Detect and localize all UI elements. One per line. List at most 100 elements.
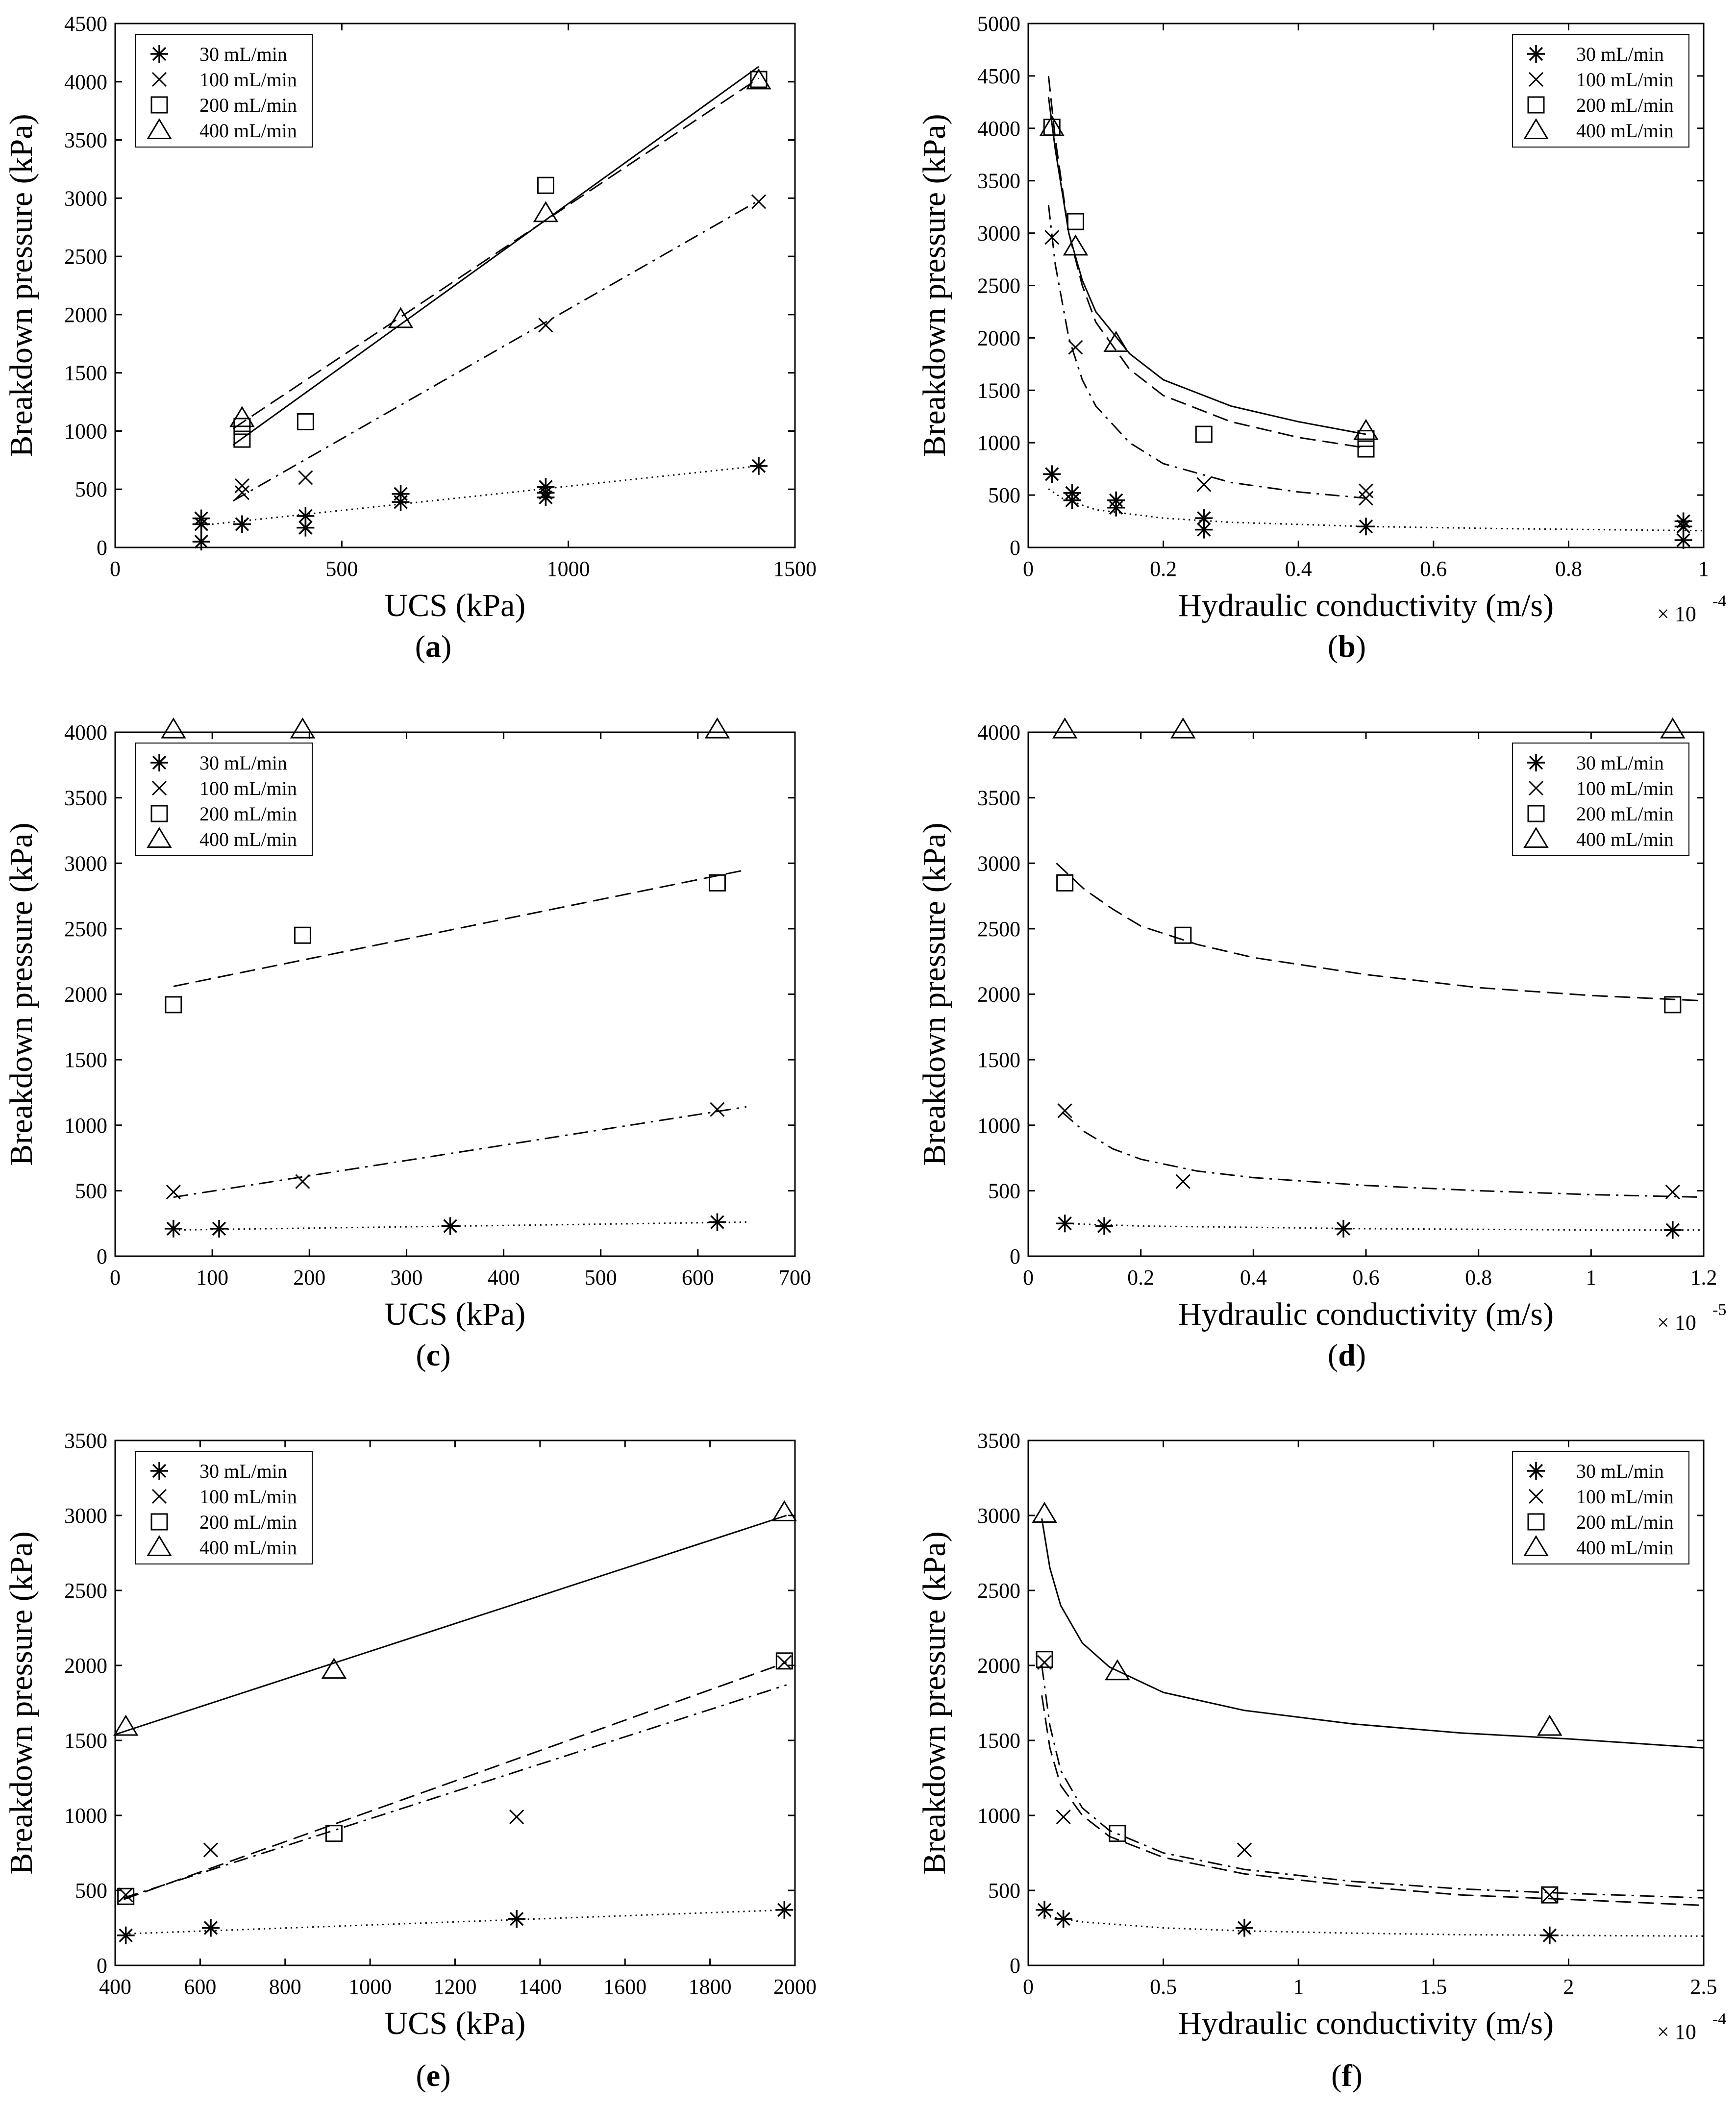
y-tick-label: 3000 [977,222,1020,246]
chart-panel-c: 0 100 200 300 400 500 600 700 0 500 1000 1500 2000 25… [3,717,811,1332]
x-tick-label: 1000 [348,1975,392,1999]
y-tick-label: 1500 [977,1048,1020,1072]
y-tick-label: 3500 [977,1429,1020,1453]
data-point-square [1036,1651,1053,1668]
x-tick-label: 600 [682,1265,714,1290]
legend-label: 200 mL/min [199,1511,297,1533]
x-multiplier-label: × 10 [1657,2020,1696,2044]
y-axis-label: Breakdown pressure (kPa) [917,114,952,457]
legend-marker-triangle [1523,118,1549,139]
chart-panel-e: 400 600 800 1000 1200 1400 1600 1800 2000 0 500 100… [3,1429,817,2041]
y-tick-label: 500 [988,1179,1020,1203]
legend-marker-asterisk [1527,1462,1545,1480]
data-point-triangle [290,717,316,739]
y-tick-label: 0 [97,536,107,560]
x-tick-label: 1800 [689,1975,732,1999]
y-tick-label: 0 [1010,1954,1020,1978]
legend-label: 400 mL/min [199,1537,297,1559]
data-point-x [751,194,767,209]
panel-label-b: (b) [1327,629,1366,664]
data-point-x [509,1809,524,1825]
data-point-x [1196,477,1212,492]
x-tick-label: 500 [325,557,358,581]
data-point-asterisk [750,457,768,475]
x-tick-label: 200 [293,1265,325,1290]
data-point-square [1541,1886,1559,1904]
legend-marker-square [150,805,168,822]
data-point-square [775,1652,793,1670]
data-point-asterisk [192,509,210,527]
data-point-square [165,996,182,1014]
data-point-asterisk [164,1219,182,1238]
data-point-triangle [771,1500,797,1521]
legend-marker-triangle [1523,827,1549,848]
x-exponent-label: -5 [1712,1301,1726,1319]
data-point-x [203,1842,219,1858]
fit-line-x [232,199,759,502]
y-tick-label: 1000 [64,419,107,443]
legend-label: 200 mL/min [199,803,297,825]
legend-marker-asterisk [1527,754,1545,771]
y-tick-label: 2500 [64,917,107,941]
y-axis-label: Breakdown pressure (kPa) [3,114,39,457]
data-point-asterisk [508,1910,526,1928]
y-axis-label: Breakdown pressure (kPa) [3,822,39,1166]
data-point-asterisk [1095,1217,1114,1235]
y-tick-label: 1500 [64,361,107,385]
data-point-x [1068,340,1083,355]
y-tick-label: 500 [75,1879,107,1903]
y-tick-label: 3000 [64,186,107,210]
panel-label-f: (f) [1331,2058,1363,2093]
data-point-square [1174,926,1192,944]
data-point-square [117,1887,135,1905]
data-point-asterisk [1674,531,1692,549]
legend-label: 30 mL/min [199,1460,287,1482]
chart-panel-f: 0 0.5 1 1.5 2 2.5 0 500 1000 1500 2000 2500 3000 3500… [917,1429,1726,2044]
y-tick-label: 4000 [64,720,107,744]
y-axis-label: Breakdown pressure (kPa) [917,822,952,1166]
data-point-x [538,318,553,333]
x-tick-label: 600 [184,1975,216,1999]
x-tick-label: 2 [1563,1975,1574,1999]
x-tick-label: 0 [1023,1975,1034,1999]
x-tick-label: 0.6 [1420,557,1447,581]
data-point-square [1109,1825,1126,1842]
y-tick-label: 4000 [64,70,107,94]
fit-line-asterisk [173,1221,746,1231]
data-point-square [1357,430,1375,447]
legend-marker-asterisk [150,1462,168,1480]
data-point-x [1044,230,1060,245]
x-axis-label: Hydraulic conductivity (m/s) [1178,2006,1554,2041]
x-tick-label: 0 [1023,1265,1034,1290]
x-tick-label: 1 [1293,1975,1304,1999]
data-point-square [297,413,314,430]
legend-marker-x [151,72,167,87]
x-exponent-label: -4 [1712,2010,1726,2028]
legend-label: 400 mL/min [199,828,297,850]
data-point-square [233,430,251,448]
data-point-triangle [1052,717,1078,739]
data-point-asterisk [117,1926,135,1944]
x-tick-label: 1400 [519,1975,562,1999]
fit-line-asterisk [1048,488,1704,532]
legend-label: 30 mL/min [199,752,287,774]
fit-line-square [173,869,747,987]
data-point-x [234,485,249,500]
legend-marker-square [150,96,168,114]
data-point-asterisk [1195,521,1213,539]
data-point-triangle [1660,717,1686,739]
fit-line-x [123,1684,787,1899]
legend-marker-asterisk [1527,45,1545,63]
y-tick-label: 1000 [977,431,1020,455]
data-point-triangle [1103,331,1129,352]
data-point-x [1237,1842,1252,1858]
legend-label: 100 mL/min [199,69,297,91]
legend-marker-triangle [147,118,172,139]
legend-label: 30 mL/min [1576,752,1664,774]
data-point-asterisk [1054,1910,1072,1928]
data-point-triangle [1032,1502,1057,1523]
data-point-triangle [321,1658,347,1679]
data-point-square [1066,213,1084,230]
plot-frame [114,23,796,548]
data-point-asterisk [297,507,315,525]
